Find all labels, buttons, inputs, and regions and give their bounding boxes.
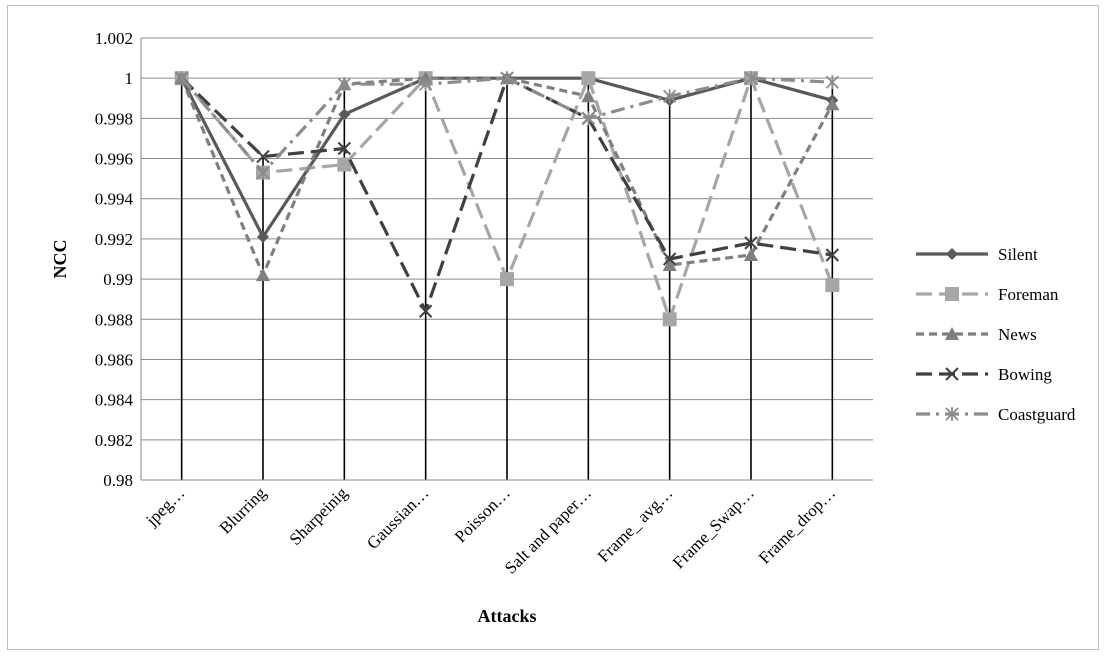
- y-tick-label: 0.998: [95, 109, 133, 128]
- data-point: [581, 71, 596, 86]
- tick-labels: 0.98 0.982 0.984 0.986 0.988 0.99 0.992 0.994 0.…: [95, 29, 839, 578]
- data-point-stroke: [337, 141, 352, 156]
- data-point: [825, 97, 840, 111]
- chart-frame: 0.98 0.982 0.984 0.986 0.988 0.99 0.992 0.994 0.…: [7, 5, 1099, 650]
- x-tick-label: Frame_Swap…: [669, 483, 758, 572]
- y-tick-label: 1.002: [95, 29, 133, 48]
- y-tick-label: 0.994: [95, 190, 134, 209]
- data-point: [825, 248, 840, 262]
- y-tick-label: 0.984: [95, 391, 134, 410]
- data-point: [419, 77, 433, 92]
- data-point: [945, 287, 959, 301]
- data-point-stroke: [256, 149, 270, 164]
- y-tick-label: 0.996: [95, 150, 133, 169]
- data-point: [744, 71, 758, 86]
- legend-label: Silent: [998, 245, 1038, 264]
- x-tick-label: jpeg…: [142, 483, 189, 530]
- data-point: [256, 268, 270, 282]
- y-tick-label: 1: [125, 69, 134, 88]
- data-point: [500, 71, 514, 86]
- x-tick-label: Frame_drop…: [755, 483, 839, 567]
- data-point: [663, 89, 677, 104]
- data-point: [744, 247, 758, 261]
- data-point: [662, 312, 677, 327]
- series-layer: [174, 71, 840, 327]
- legend-item-foreman: Foreman: [916, 285, 1059, 304]
- x-tick-label: Sharpeinig: [286, 483, 352, 549]
- data-point-stroke: [662, 252, 677, 266]
- data-point: [418, 304, 433, 318]
- data-point: [337, 77, 351, 92]
- data-point: [662, 258, 677, 272]
- y-tick-label: 0.982: [95, 431, 133, 450]
- legend-label: Bowing: [998, 365, 1052, 384]
- data-point: [946, 248, 958, 260]
- y-tick-label: 0.99: [103, 270, 133, 289]
- legend-item-coastguard: Coastguard: [916, 405, 1076, 424]
- data-point: [337, 141, 352, 156]
- data-point: [825, 75, 839, 90]
- legend-item-news: News: [916, 325, 1037, 344]
- data-point: [581, 111, 595, 126]
- x-tick-label: Gaussian…: [363, 483, 433, 553]
- series-coastguard: [175, 71, 839, 180]
- data-point: [256, 165, 270, 180]
- data-point-stroke: [418, 304, 433, 318]
- data-point: [662, 252, 677, 266]
- data-point: [337, 157, 352, 172]
- data-point: [175, 71, 189, 86]
- x-tick-label: Salt and paper…: [501, 483, 595, 577]
- legend: Silent Foreman News Bowing Coastguard: [916, 245, 1076, 424]
- y-tick-label: 0.986: [95, 350, 133, 369]
- x-tick-label: Frame_ avg…: [594, 483, 677, 566]
- data-point-stroke: [825, 248, 840, 262]
- data-point: [945, 407, 959, 421]
- data-point: [825, 278, 840, 293]
- legend-item-silent: Silent: [916, 245, 1038, 264]
- axes: [140, 38, 873, 481]
- data-point-stroke: [744, 236, 758, 250]
- data-point: [744, 236, 758, 250]
- data-point: [257, 230, 269, 243]
- y-tick-label: 0.988: [95, 310, 133, 329]
- y-tick-label: 0.992: [95, 230, 133, 249]
- ncc-line-chart: 0.98 0.982 0.984 0.986 0.988 0.99 0.992 0.994 0.…: [50, 29, 1076, 626]
- data-point: [500, 272, 514, 287]
- y-axis-title: NCC: [50, 240, 70, 279]
- x-axis-title: Attacks: [478, 606, 537, 626]
- data-point: [945, 367, 959, 381]
- data-point: [581, 89, 596, 103]
- legend-label: Coastguard: [998, 405, 1076, 424]
- y-tick-label: 0.98: [103, 471, 133, 490]
- data-point: [256, 149, 270, 164]
- data-point: [338, 108, 351, 121]
- x-tick-label: Blurring: [216, 483, 271, 538]
- data-point: [945, 327, 959, 340]
- legend-item-bowing: Bowing: [916, 365, 1052, 384]
- x-tick-label: Poisson…: [451, 483, 514, 546]
- legend-label: News: [998, 325, 1037, 344]
- legend-label: Foreman: [998, 285, 1059, 304]
- data-point-stroke: [945, 367, 959, 381]
